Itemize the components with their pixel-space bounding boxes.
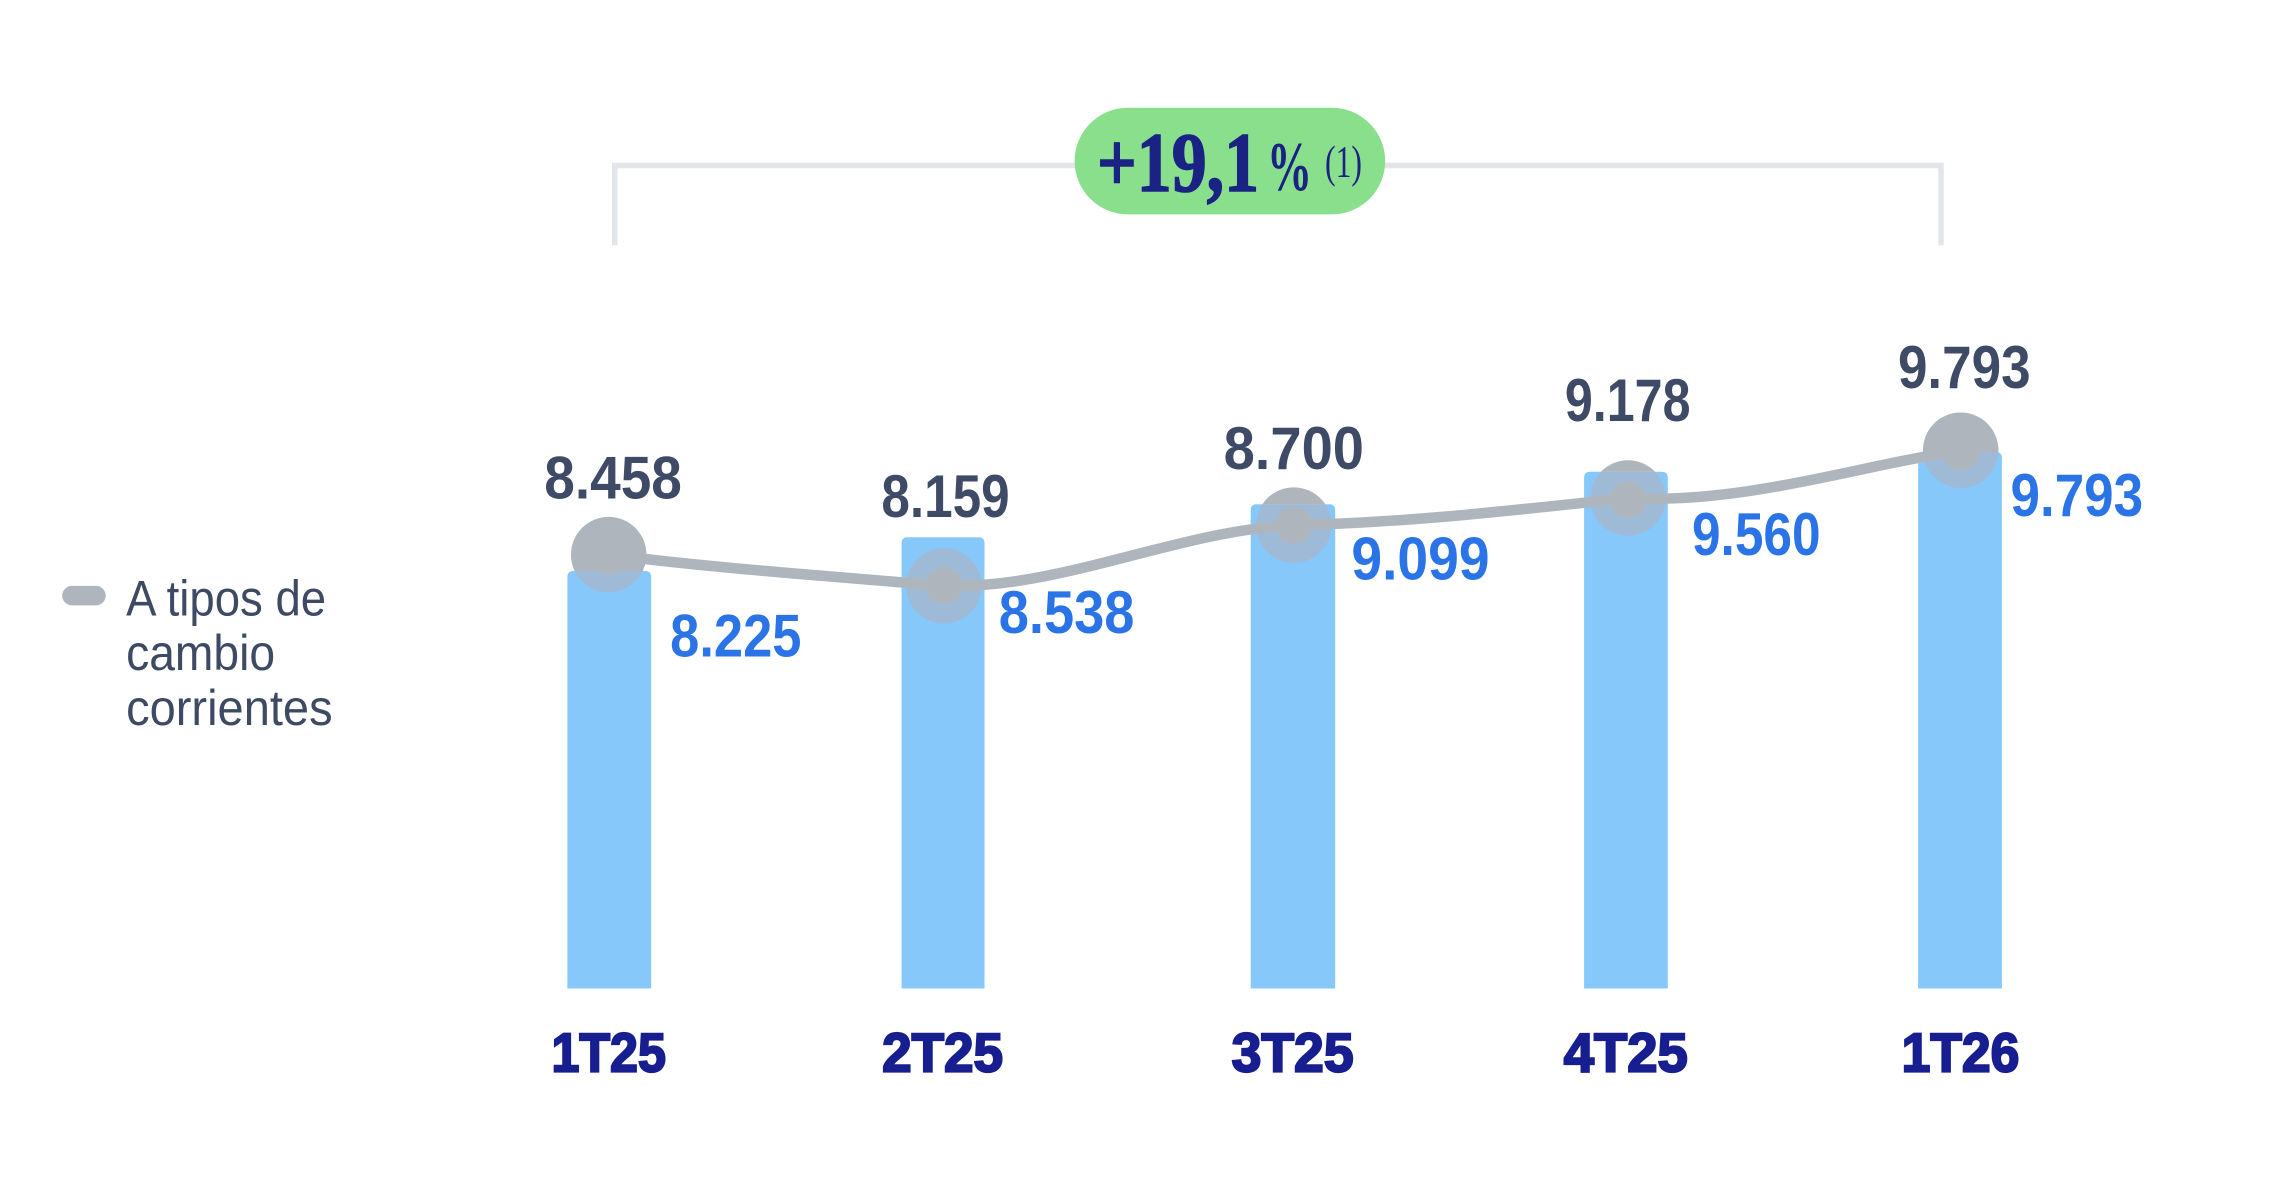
svg-text:1T26: 1T26: [1902, 1021, 2020, 1083]
svg-text:+19,1: +19,1: [1097, 116, 1259, 210]
svg-text:9.793: 9.793: [1898, 334, 2031, 401]
svg-text:cambio: cambio: [126, 625, 275, 681]
svg-text:8.225: 8.225: [670, 602, 801, 669]
svg-text:2T25: 2T25: [882, 1021, 1003, 1083]
svg-text:9.560: 9.560: [1692, 501, 1821, 568]
svg-text:8.538: 8.538: [999, 579, 1135, 646]
svg-text:9.178: 9.178: [1565, 367, 1691, 434]
svg-text:8.159: 8.159: [881, 463, 1009, 530]
svg-text:corrientes: corrientes: [126, 680, 333, 736]
svg-text:1T25: 1T25: [551, 1021, 666, 1083]
svg-text:(1): (1): [1325, 136, 1362, 187]
svg-text:A tipos de: A tipos de: [126, 571, 326, 627]
svg-text:9.793: 9.793: [2011, 462, 2144, 529]
svg-text:4T25: 4T25: [1564, 1021, 1688, 1083]
svg-text:3T25: 3T25: [1232, 1021, 1354, 1083]
svg-text:8.458: 8.458: [544, 445, 682, 512]
svg-text:9.099: 9.099: [1351, 525, 1489, 592]
svg-text:%: %: [1267, 129, 1312, 206]
svg-text:8.700: 8.700: [1224, 415, 1364, 482]
